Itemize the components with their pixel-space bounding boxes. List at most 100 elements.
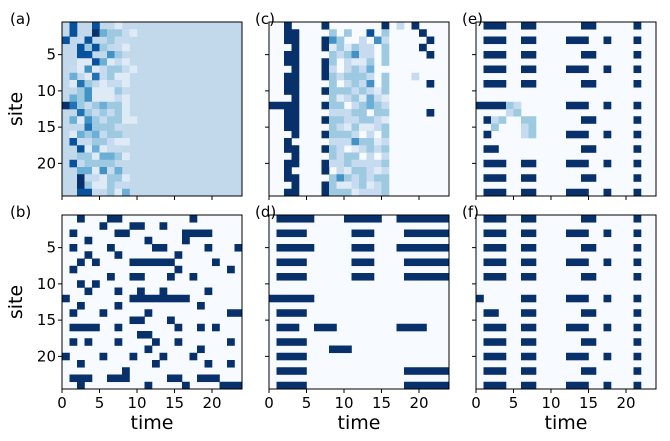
heatmap-cell [411,273,420,281]
heatmap-cell [84,374,93,383]
heatmap-cell [107,244,115,252]
heatmap-cell [491,36,499,45]
heatmap-cell [69,80,78,88]
heatmap-cell [84,152,93,161]
heatmap-cell [92,280,100,288]
heatmap-cell [573,229,582,238]
heatmap-cell [114,181,123,190]
heatmap-cell [581,130,589,139]
heatmap-cell [77,152,85,161]
heatmap-cell [329,174,337,182]
heatmap-cell [566,229,574,238]
heatmap-cell [234,309,243,317]
heatmap-cell [291,80,300,88]
heatmap-cell [351,258,360,267]
heatmap-cell [483,174,492,182]
heatmap-cell [411,244,420,252]
heatmap-cell [491,174,499,182]
heatmap-cell [92,87,100,95]
heatmap-cell [351,273,360,281]
axes-frame [475,214,657,390]
heatmap-cell [498,244,507,252]
heatmap-cell [491,367,499,375]
heatmap-cell [521,36,529,45]
heatmap-cell [528,116,537,124]
heatmap-cell [107,159,115,168]
heatmap-cell [122,181,130,190]
heatmap-cell [122,138,130,146]
heatmap-cell [92,188,100,197]
heatmap-cell [581,244,589,252]
heatmap-cell [366,29,375,37]
heatmap-cell [513,101,522,110]
heatmap-cell [99,116,108,124]
heatmap-cell [419,229,427,238]
heatmap-cell [182,236,190,245]
heatmap-cell [483,159,492,168]
heatmap-cell [197,323,205,332]
heatmap-cell [633,51,642,59]
heatmap-cell [366,51,375,59]
heatmap-cell [291,87,300,95]
heatmap-cell [84,123,93,132]
heatmap-cell [381,116,390,124]
heatmap-cell [521,188,529,197]
heatmap-cell [381,29,390,37]
heatmap-cell [284,58,292,66]
heatmap-cell [483,22,492,30]
heatmap-cell [197,374,205,383]
heatmap-cell [374,116,382,124]
heatmap-cell [566,159,574,168]
heatmap-cell [77,280,85,288]
heatmap-cell [69,138,78,146]
heatmap-cell [114,338,123,346]
heatmap-cell [381,174,390,182]
x-tick-label: 10 [541,394,560,412]
heatmap-cell [227,265,235,274]
heatmap-cell [204,360,213,368]
heatmap-cell [299,258,307,267]
heatmap-cell [491,188,499,197]
heatmap-cell [114,145,123,153]
heatmap-cell [483,352,492,361]
heatmap-cell [374,87,382,95]
heatmap-cell [374,174,382,182]
heatmap-cell [366,229,375,238]
heatmap-cell [107,138,115,146]
heatmap-cell [329,58,337,66]
heatmap-cell [374,167,382,175]
heatmap-cell [77,302,85,310]
heatmap-cell [107,51,115,59]
heatmap-cell [137,258,145,267]
heatmap-cell [434,244,442,252]
heatmap-cell [498,273,507,281]
heatmap-cell [351,43,360,52]
heatmap-cell [404,215,412,223]
heatmap-cell [129,116,138,124]
heatmap-cell [329,29,337,37]
heatmap-cell [366,188,375,197]
heatmap-cell [336,72,345,81]
heatmap-cell [77,130,85,139]
heatmap-cell [633,215,642,223]
heatmap-cell [137,273,145,281]
heatmap-cell [276,215,285,223]
heatmap-cell [299,244,307,252]
heatmap-cell [114,58,123,66]
heatmap-cell [344,94,352,103]
heatmap-cell [291,36,300,45]
heatmap-cell [276,367,285,375]
heatmap-cell [291,101,300,110]
heatmap-cell [573,258,582,267]
heatmap-cell [84,130,93,139]
heatmap-cell [633,65,642,74]
heatmap-cell [69,65,78,74]
heatmap-cell [426,51,435,59]
heatmap-cell [603,159,612,168]
heatmap-cell [528,273,537,281]
heatmap-cell [411,72,420,81]
heatmap-cell [299,352,307,361]
heatmap-cell [603,381,612,390]
heatmap-cell [329,138,337,146]
heatmap-cell [483,258,492,267]
